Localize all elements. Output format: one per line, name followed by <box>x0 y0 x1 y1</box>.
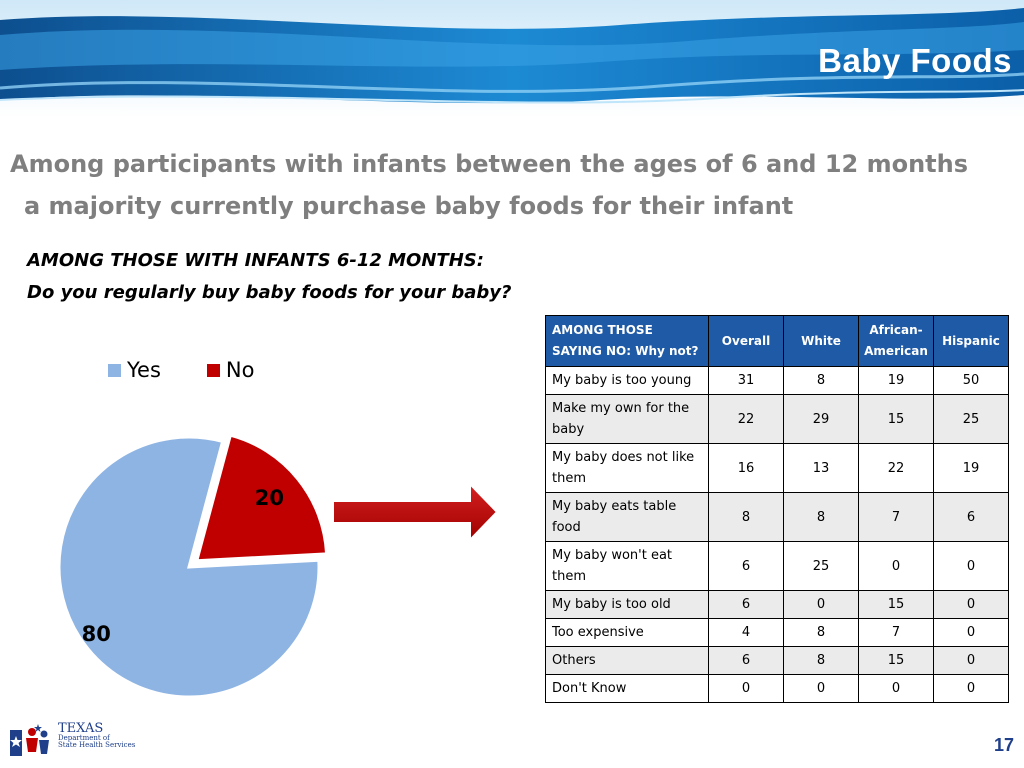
pie-slice-yes <box>57 435 321 699</box>
table-header-reason: AMONG THOSE SAYING NO: Why not? <box>545 315 709 367</box>
table-header-overall: Overall <box>708 315 784 367</box>
white-cell: 8 <box>783 646 859 675</box>
white-cell: 0 <box>783 590 859 619</box>
pie-slice-no <box>194 433 329 563</box>
overall-cell: 16 <box>708 443 784 493</box>
table-header-row: AMONG THOSE SAYING NO: Why not? Overall … <box>545 315 1009 367</box>
overall-cell: 0 <box>708 674 784 703</box>
reasons-table: AMONG THOSE SAYING NO: Why not? Overall … <box>545 315 1009 703</box>
overall-cell: 6 <box>708 541 784 591</box>
table-header-white: White <box>783 315 859 367</box>
pie-label-yes: 80 <box>82 622 111 646</box>
legend-label-yes: Yes <box>127 358 161 382</box>
table-row: Too expensive 4 8 7 0 <box>545 618 1009 647</box>
table-row: Others 6 8 15 0 <box>545 646 1009 675</box>
reason-cell: Others <box>545 646 709 675</box>
hispanic-cell: 6 <box>933 492 1009 542</box>
white-cell: 8 <box>783 366 859 395</box>
dshs-logo: TEXAS Department of State Health Service… <box>8 722 135 758</box>
slide-title: Baby Foods <box>818 42 1012 79</box>
table-row: My baby does not like them 16 13 22 19 <box>545 443 1009 493</box>
overall-cell: 6 <box>708 646 784 675</box>
african-american-cell: 15 <box>858 646 934 675</box>
headline-line-1: Among participants with infants between … <box>10 150 969 178</box>
overall-cell: 31 <box>708 366 784 395</box>
african-american-cell: 15 <box>858 590 934 619</box>
table-header-hispanic: Hispanic <box>933 315 1009 367</box>
table-row: My baby eats table food 8 8 7 6 <box>545 492 1009 542</box>
reason-cell: Too expensive <box>545 618 709 647</box>
white-cell: 8 <box>783 618 859 647</box>
overall-cell: 8 <box>708 492 784 542</box>
hispanic-cell: 25 <box>933 394 1009 444</box>
hispanic-cell: 0 <box>933 646 1009 675</box>
table-row: My baby won't eat them 6 25 0 0 <box>545 541 1009 591</box>
arrow-icon <box>332 481 499 543</box>
legend-label-no: No <box>225 358 255 382</box>
hispanic-cell: 0 <box>933 590 1009 619</box>
african-american-cell: 7 <box>858 618 934 647</box>
question-line-2: Do you regularly buy baby foods for your… <box>27 282 512 303</box>
hispanic-cell: 0 <box>933 541 1009 591</box>
hispanic-cell: 50 <box>933 366 1009 395</box>
reason-cell: My baby eats table food <box>545 492 709 542</box>
white-cell: 13 <box>783 443 859 493</box>
headline-line-2: a majority currently purchase baby foods… <box>24 192 794 220</box>
legend-item-no: No <box>206 358 255 382</box>
survey-question: AMONG THOSE WITH INFANTS 6-12 MONTHS: Do… <box>27 245 511 309</box>
table-row: My baby is too old 6 0 15 0 <box>545 590 1009 619</box>
white-cell: 29 <box>783 394 859 444</box>
pie-label-no: 20 <box>255 486 284 510</box>
table-row: My baby is too young 31 8 19 50 <box>545 366 1009 395</box>
overall-cell: 4 <box>708 618 784 647</box>
overall-cell: 22 <box>708 394 784 444</box>
header-banner <box>0 0 1024 118</box>
hispanic-cell: 0 <box>933 674 1009 703</box>
headline: Among participants with infants between … <box>10 143 1020 227</box>
legend-swatch-no <box>206 363 220 377</box>
texas-logo-icon <box>10 724 49 756</box>
chart-legend: Yes No <box>108 358 254 382</box>
legend-item-yes: Yes <box>108 358 161 382</box>
legend-swatch-yes <box>108 363 121 377</box>
table-header-african-american: African-American <box>858 315 934 367</box>
hispanic-cell: 0 <box>933 618 1009 647</box>
page-number: 17 <box>993 735 1014 755</box>
reason-cell: Don't Know <box>545 674 709 703</box>
logo-dept: Department of <box>58 734 110 742</box>
table-row: Don't Know 0 0 0 0 <box>545 674 1009 703</box>
table-row: Make my own for the baby 22 29 15 25 <box>545 394 1009 444</box>
white-cell: 25 <box>783 541 859 591</box>
reason-cell: My baby does not like them <box>545 443 709 493</box>
question-line-1: AMONG THOSE WITH INFANTS 6-12 MONTHS: <box>27 250 484 271</box>
reason-cell: My baby is too old <box>545 590 709 619</box>
reason-cell: My baby won't eat them <box>545 541 709 591</box>
african-american-cell: 7 <box>858 492 934 542</box>
african-american-cell: 22 <box>858 443 934 493</box>
logo-text: TEXAS Department of State Health Service… <box>58 722 135 749</box>
logo-texas: TEXAS <box>58 721 104 736</box>
logo-state-health: State Health Services <box>58 741 136 749</box>
reason-cell: My baby is too young <box>545 366 709 395</box>
reason-cell: Make my own for the baby <box>545 394 709 444</box>
white-cell: 8 <box>783 492 859 542</box>
african-american-cell: 19 <box>858 366 934 395</box>
hispanic-cell: 19 <box>933 443 1009 493</box>
overall-cell: 6 <box>708 590 784 619</box>
african-american-cell: 0 <box>858 541 934 591</box>
african-american-cell: 0 <box>858 674 934 703</box>
african-american-cell: 15 <box>858 394 934 444</box>
white-cell: 0 <box>783 674 859 703</box>
